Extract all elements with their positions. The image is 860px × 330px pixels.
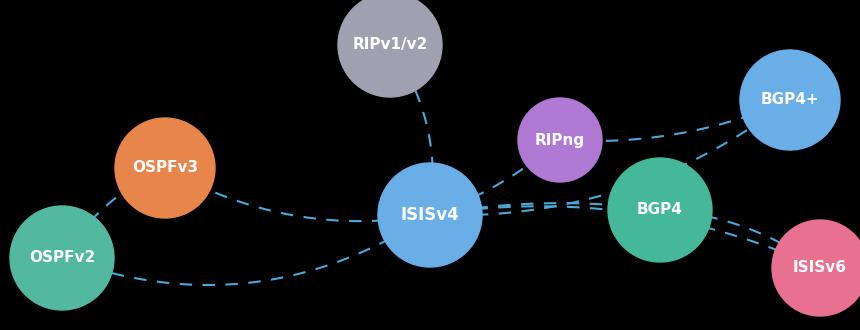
- Circle shape: [10, 206, 114, 310]
- Circle shape: [338, 0, 442, 97]
- Circle shape: [608, 158, 712, 262]
- Text: BGP4: BGP4: [637, 203, 683, 217]
- Text: BGP4+: BGP4+: [761, 92, 820, 108]
- Text: ISISv6: ISISv6: [793, 260, 847, 276]
- Text: RIPv1/v2: RIPv1/v2: [353, 38, 427, 52]
- Text: OSPFv3: OSPFv3: [132, 160, 198, 176]
- Circle shape: [772, 220, 860, 316]
- Circle shape: [115, 118, 215, 218]
- Text: ISISv4: ISISv4: [401, 206, 459, 224]
- Text: RIPng: RIPng: [535, 133, 585, 148]
- Circle shape: [518, 98, 602, 182]
- Circle shape: [740, 50, 840, 150]
- Circle shape: [378, 163, 482, 267]
- Text: OSPFv2: OSPFv2: [29, 250, 95, 266]
